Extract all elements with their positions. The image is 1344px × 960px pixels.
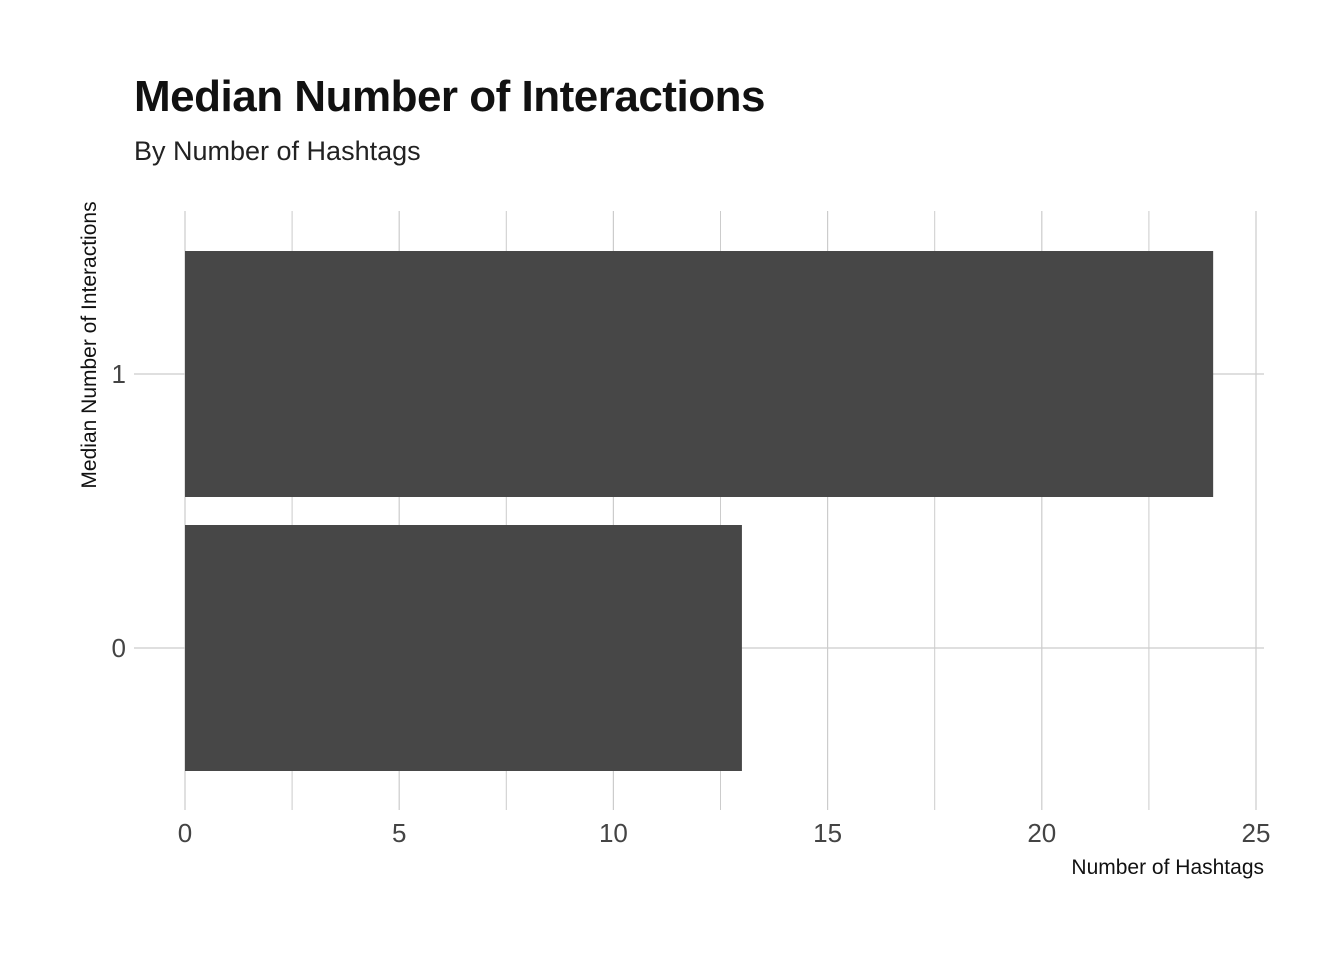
bar-0 [185, 525, 742, 771]
bar-1 [185, 251, 1214, 497]
x-tick-label: 25 [1242, 818, 1271, 848]
bars [185, 251, 1214, 771]
x-tick-label: 5 [392, 818, 406, 848]
x-tick-label: 10 [599, 818, 628, 848]
x-tick-label: 0 [178, 818, 192, 848]
y-tick-label: 1 [112, 359, 126, 389]
x-tick-label: 20 [1027, 818, 1056, 848]
chart-subtitle: By Number of Hashtags [134, 136, 421, 166]
y-tick-labels: 01 [112, 359, 126, 663]
y-tick-label: 0 [112, 633, 126, 663]
x-tick-labels: 0 5 10 15 20 25 [178, 818, 1271, 848]
y-axis-title: Median Number of Interactions [78, 201, 101, 488]
x-axis-title: Number of Hashtags [1071, 856, 1264, 879]
x-tick-label: 15 [813, 818, 842, 848]
chart-title: Median Number of Interactions [134, 72, 765, 121]
